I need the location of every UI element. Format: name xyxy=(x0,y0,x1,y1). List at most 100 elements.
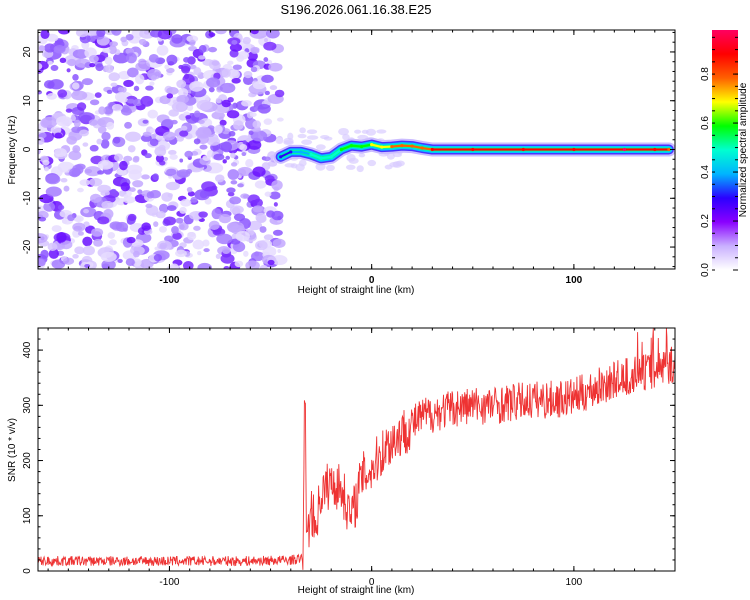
noise-blob xyxy=(198,45,207,53)
noise-blob xyxy=(263,118,273,125)
noise-blob xyxy=(166,93,174,99)
noise-blob xyxy=(240,193,250,199)
noise-blob xyxy=(230,162,238,167)
noise-blob xyxy=(203,248,210,253)
noise-blob xyxy=(348,157,359,164)
noise-blob xyxy=(367,159,377,167)
noise-blob xyxy=(125,52,137,64)
noise-blob xyxy=(72,222,86,232)
noise-blob xyxy=(250,66,258,73)
noise-blob xyxy=(109,41,119,47)
noise-blob xyxy=(165,181,180,191)
noise-blob xyxy=(65,108,73,113)
noise-blob xyxy=(126,236,136,244)
noise-blob xyxy=(183,56,190,63)
noise-blob xyxy=(226,187,236,194)
noise-blob xyxy=(392,152,402,158)
noise-blob xyxy=(277,249,281,254)
noise-blob xyxy=(179,158,184,163)
noise-blob xyxy=(121,86,127,93)
y-tick-label: 0 xyxy=(22,568,33,574)
noise-blob xyxy=(272,229,283,236)
noise-blob xyxy=(223,265,230,269)
noise-blob xyxy=(241,100,252,107)
noise-blob xyxy=(141,174,150,180)
noise-blob xyxy=(56,232,67,243)
snr-ticks: -100 0 100 0 100 200 300 400 xyxy=(22,327,676,588)
noise-blob xyxy=(186,104,194,112)
noise-blob xyxy=(125,258,135,267)
noise-blob xyxy=(254,251,260,257)
x-tick-label: -100 xyxy=(159,577,179,588)
noise-blob xyxy=(48,248,59,259)
noise-blob xyxy=(153,221,159,228)
noise-blob xyxy=(230,180,238,185)
chart-title: S196.2026.061.16.38.E25 xyxy=(280,2,431,17)
x-tick-label: 100 xyxy=(566,275,583,286)
noise-blob xyxy=(123,196,136,204)
noise-blob xyxy=(365,128,377,136)
noise-blob xyxy=(59,57,67,64)
noise-blob xyxy=(58,30,71,35)
noise-blob xyxy=(253,106,259,112)
noise-blob xyxy=(44,166,49,172)
noise-blob xyxy=(96,138,103,145)
noise-blob xyxy=(214,174,225,183)
noise-blob xyxy=(233,213,246,222)
noise-blob xyxy=(252,120,262,129)
track-point xyxy=(667,147,671,152)
noise-blob xyxy=(242,36,251,45)
noise-blob xyxy=(132,98,143,107)
noise-blob xyxy=(171,225,179,235)
noise-blob xyxy=(129,187,136,192)
noise-blob xyxy=(249,112,257,118)
noise-blob xyxy=(176,135,184,142)
noise-blob xyxy=(325,164,335,172)
snr-panel: -100 0 100 0 100 200 300 400 Height of straight… xyxy=(7,327,676,596)
noise-blob xyxy=(193,110,201,118)
noise-blob xyxy=(38,132,47,139)
noise-blob xyxy=(158,226,167,233)
y-tick-label: 400 xyxy=(22,341,33,358)
noise-blob xyxy=(250,130,268,142)
noise-blob xyxy=(197,250,202,256)
noise-blob xyxy=(38,136,45,145)
noise-blob xyxy=(89,144,99,152)
noise-blob xyxy=(101,259,116,269)
noise-blob xyxy=(232,64,242,70)
noise-blob xyxy=(94,92,102,98)
noise-blob xyxy=(284,163,295,168)
noise-blob xyxy=(53,44,66,54)
track-segment xyxy=(320,155,333,160)
noise-blob xyxy=(133,250,140,258)
noise-blob xyxy=(187,191,195,197)
track-point xyxy=(309,152,313,156)
noise-blob xyxy=(219,119,227,126)
noise-blob xyxy=(175,249,187,258)
noise-blob xyxy=(261,74,274,83)
noise-blob xyxy=(97,126,107,134)
noise-blob xyxy=(138,38,147,46)
noise-blob xyxy=(175,217,184,224)
noise-blob xyxy=(301,139,313,145)
noise-blob xyxy=(176,79,187,89)
noise-blob xyxy=(100,139,110,149)
noise-blob xyxy=(171,34,183,44)
noise-blob xyxy=(181,65,191,74)
noise-blob xyxy=(268,62,283,72)
colorbar-tick-label: 0.6 xyxy=(700,116,711,130)
noise-blob xyxy=(109,221,123,230)
noise-blob xyxy=(45,186,62,197)
noise-blob xyxy=(206,137,221,146)
noise-blob xyxy=(145,203,153,209)
noise-blob xyxy=(156,45,169,56)
noise-blob xyxy=(297,133,307,139)
noise-blob xyxy=(126,98,135,104)
noise-blob xyxy=(222,159,227,164)
noise-blob xyxy=(88,177,103,187)
noise-blob xyxy=(38,148,41,155)
noise-blob xyxy=(235,230,250,242)
noise-blob xyxy=(76,102,87,111)
noise-blob xyxy=(180,125,188,131)
